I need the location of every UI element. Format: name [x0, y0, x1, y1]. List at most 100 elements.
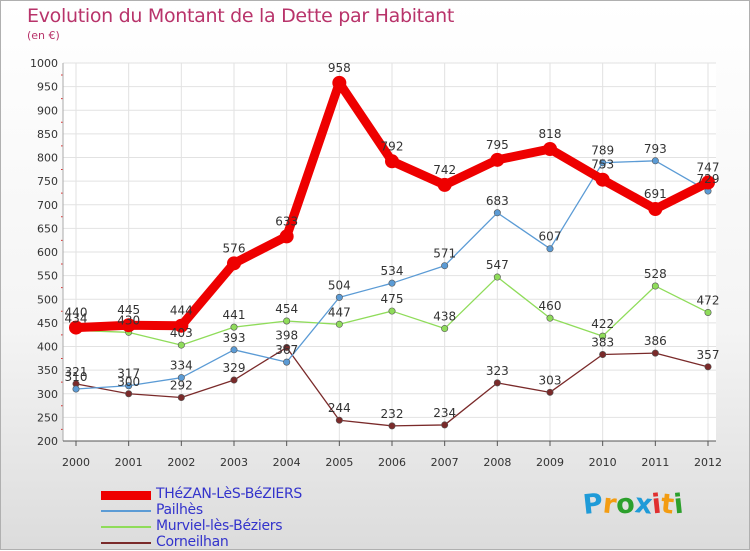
- x-tick-label: 2004: [273, 456, 301, 469]
- data-point: [543, 141, 557, 156]
- y-tick-label: 350: [37, 364, 58, 377]
- data-point: [651, 157, 659, 165]
- data-point: [437, 177, 452, 192]
- y-tick-label: 550: [37, 270, 58, 283]
- x-tick-label: 2000: [62, 456, 90, 469]
- data-point: [177, 374, 185, 382]
- data-label: 729: [697, 172, 720, 186]
- data-label: 300: [117, 375, 140, 389]
- chart-subtitle: (en €): [27, 29, 60, 42]
- data-label: 334: [170, 359, 193, 373]
- data-point: [174, 318, 189, 333]
- x-tick-label: 2006: [378, 456, 406, 469]
- data-label: 683: [486, 194, 509, 208]
- x-tick-label: 2001: [115, 456, 143, 469]
- data-label: 607: [539, 230, 562, 244]
- data-point: [335, 293, 343, 301]
- x-tick-label: 2002: [167, 456, 195, 469]
- data-point: [230, 346, 238, 354]
- data-point: [72, 385, 80, 393]
- data-label: 571: [433, 247, 456, 261]
- data-point: [599, 159, 607, 167]
- data-label: 357: [697, 348, 720, 362]
- data-point: [177, 394, 185, 402]
- data-label: 504: [328, 278, 351, 292]
- data-label: 742: [433, 163, 456, 177]
- data-point: [493, 273, 501, 281]
- data-label: 547: [486, 258, 509, 272]
- data-label: 310: [65, 370, 88, 384]
- data-point: [546, 388, 554, 396]
- data-point: [230, 376, 238, 384]
- data-label: 528: [644, 267, 667, 281]
- data-point: [279, 229, 294, 244]
- data-point: [388, 307, 396, 315]
- data-label: 383: [591, 336, 614, 350]
- data-point: [651, 282, 659, 290]
- data-point: [335, 320, 343, 328]
- data-point: [230, 323, 238, 331]
- y-tick-label: 950: [37, 81, 58, 94]
- proxiti-logo: Proxiti: [581, 488, 685, 521]
- legend-label: Corneilhan: [156, 534, 229, 550]
- data-point: [441, 421, 449, 429]
- data-label: 444: [170, 304, 193, 318]
- data-label: 234: [433, 406, 456, 420]
- data-label: 445: [117, 303, 140, 317]
- x-tick-label: 2010: [589, 456, 617, 469]
- data-label: 292: [170, 379, 193, 393]
- data-label: 422: [591, 317, 614, 331]
- data-label: 793: [644, 142, 667, 156]
- data-point: [595, 172, 610, 187]
- data-label: 472: [697, 293, 720, 307]
- y-tick-label: 200: [37, 435, 58, 448]
- data-point: [599, 332, 607, 340]
- y-tick-label: 250: [37, 411, 58, 424]
- data-label: 576: [223, 241, 246, 255]
- data-label: 441: [223, 308, 246, 322]
- x-tick-label: 2003: [220, 456, 248, 469]
- data-point: [388, 279, 396, 287]
- data-point: [177, 341, 185, 349]
- y-tick-label: 750: [37, 175, 58, 188]
- data-label: 367: [275, 343, 298, 357]
- data-point: [385, 154, 399, 169]
- legend-swatch: [101, 490, 151, 500]
- y-tick-label: 1000: [30, 57, 58, 70]
- data-label: 460: [539, 299, 562, 313]
- data-label: 792: [381, 139, 404, 153]
- data-label: 454: [275, 302, 298, 316]
- x-tick-label: 2012: [694, 456, 722, 469]
- data-label: 317: [117, 367, 140, 381]
- legend-label: Murviel-lès-Béziers: [156, 518, 283, 534]
- series-group: [69, 75, 715, 430]
- legend-swatch: [101, 542, 151, 544]
- data-point: [599, 351, 607, 359]
- x-tick-label: 2005: [325, 456, 353, 469]
- data-label: 244: [328, 401, 351, 415]
- legend-swatch: [101, 526, 151, 528]
- data-label: 789: [591, 144, 614, 158]
- legend-label: Pailhès: [156, 502, 203, 518]
- data-label: 232: [381, 407, 404, 421]
- data-label: 321: [65, 365, 88, 379]
- data-label: 438: [433, 310, 456, 324]
- data-point: [125, 382, 133, 390]
- data-label: 691: [644, 187, 667, 201]
- data-label: 398: [275, 328, 298, 342]
- y-tick-label: 650: [37, 222, 58, 235]
- grid: [63, 62, 716, 442]
- data-point: [546, 314, 554, 322]
- x-tick-label: 2009: [536, 456, 564, 469]
- data-label: 303: [539, 373, 562, 387]
- y-tick-label: 850: [37, 128, 58, 141]
- data-point: [704, 363, 712, 371]
- data-label: 434: [65, 311, 88, 325]
- data-point: [125, 390, 133, 398]
- data-point: [441, 262, 449, 270]
- y-tick-label: 450: [37, 317, 58, 330]
- x-axis: 2000 2001 2002 2003 2004 2005 2006 2007 2008 2009…: [62, 440, 722, 469]
- data-point: [648, 202, 663, 217]
- data-label: 475: [381, 292, 404, 306]
